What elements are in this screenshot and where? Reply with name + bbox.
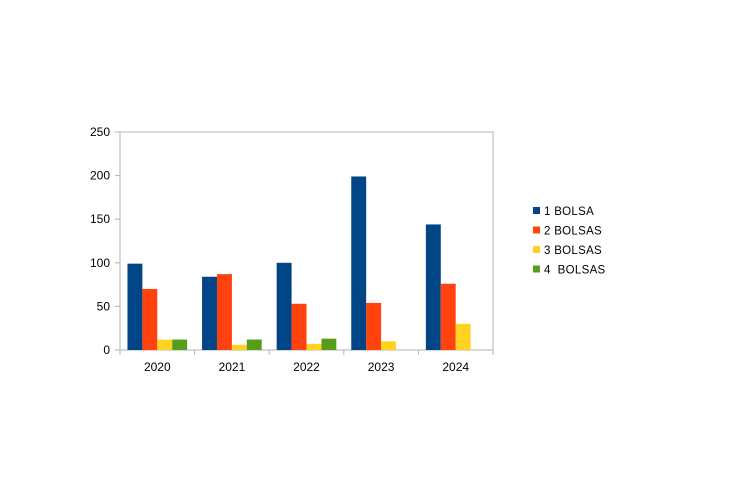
- x-tick-label: 2021: [219, 360, 246, 374]
- bar-2020-series-2: [142, 288, 158, 350]
- legend-label: 2 BOLSAS: [544, 226, 602, 238]
- bar-2020-series-4: [172, 339, 188, 350]
- bar-2022-series-1: [276, 262, 292, 350]
- x-tick-label: 2023: [368, 360, 395, 374]
- y-tick-label: 50: [97, 299, 111, 313]
- legend-swatch: [533, 265, 540, 273]
- bar-2024-series-3: [455, 323, 471, 350]
- y-axis: 0 50 100 150 200 250: [90, 125, 120, 357]
- bar-2021-series-1: [202, 276, 217, 350]
- y-tick-label: 150: [90, 212, 110, 226]
- legend-swatch: [533, 246, 540, 253]
- y-tick-label: 250: [90, 125, 110, 139]
- x-tick-label: 2024: [442, 360, 469, 374]
- bar-2023-series-2: [366, 302, 382, 350]
- legend-label: 3 BOLSAS: [544, 245, 602, 257]
- legend-label: 4 BOLSAS: [544, 265, 606, 277]
- bar-2024-series-1: [425, 224, 441, 350]
- bar-2020-series-1: [127, 263, 143, 350]
- x-axis: 2020 2021 2022 2023 2024: [119, 350, 494, 374]
- legend: 1 BOLSA 2 BOLSAS 3 BOLSAS 4 BOLSAS: [533, 206, 606, 277]
- bar-2021-series-4: [246, 339, 262, 350]
- legend-swatch: [533, 226, 540, 234]
- x-tick-label: 2022: [293, 360, 320, 374]
- bar-2023-series-3: [381, 341, 397, 350]
- legend-swatch: [533, 207, 540, 214]
- legend-label: 1 BOLSA: [544, 206, 594, 218]
- bar-2022-series-2: [291, 303, 307, 350]
- bar-2020-series-3: [157, 339, 173, 350]
- bar-2022-series-3: [306, 343, 322, 350]
- y-tick-label: 200: [90, 169, 110, 183]
- bar-2023-series-1: [351, 176, 367, 350]
- bar-2022-series-4: [321, 338, 337, 350]
- bar-2021-series-3: [231, 344, 247, 350]
- y-tick-label: 0: [103, 343, 110, 357]
- bar-2024-series-2: [440, 283, 456, 350]
- y-tick-label: 100: [90, 256, 110, 270]
- x-tick-label: 2020: [144, 360, 171, 374]
- bars: [127, 176, 471, 350]
- bar-2021-series-2: [216, 274, 232, 350]
